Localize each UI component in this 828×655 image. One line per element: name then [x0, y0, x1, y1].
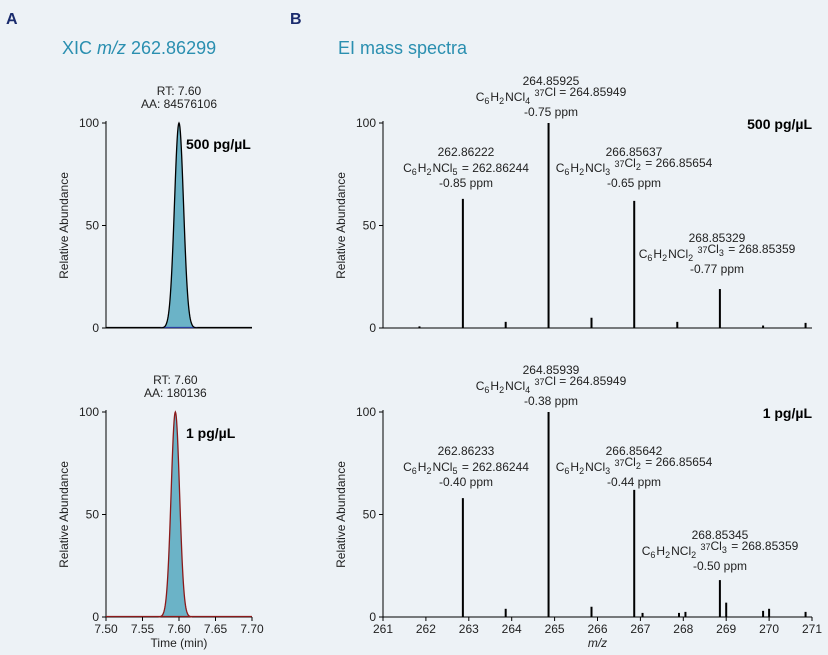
peak-annotation: AA: 84576106 [141, 97, 217, 111]
panel-b-title: EI mass spectra [338, 38, 468, 58]
concentration-label: 1 pg/µL [186, 425, 236, 441]
y-axis-label: Relative Abundance [57, 172, 71, 279]
x-tick-label: 7.55 [131, 622, 155, 636]
y-tick-label: 100 [356, 116, 376, 130]
formula-label: C6 H2 NCl4 37Cl = 264.85949 [476, 85, 627, 106]
y-tick-label: 50 [86, 219, 100, 233]
chromatogram-trace [158, 410, 193, 618]
panel-b-letter: B [290, 11, 302, 28]
formula-label: C6 H2 NCl5 = 262.86244 [403, 161, 529, 177]
chromatogram-trace [160, 121, 198, 329]
peak-mz-label: 264.85939 [523, 363, 580, 377]
formula-label: C6 H2 NCl5 = 262.86244 [403, 460, 529, 476]
x-tick-label: 267 [630, 622, 650, 636]
x-axis-label: m/z [588, 636, 607, 650]
peak-annotation: RT: 7.60 [157, 84, 202, 98]
peak-annotation: AA: 180136 [144, 386, 207, 400]
peak-ppm-label: -0.50 ppm [693, 559, 747, 573]
peak-ppm-label: -0.44 ppm [607, 475, 661, 489]
y-tick-label: 50 [363, 508, 377, 522]
peak-mz-label: 266.85637 [606, 145, 663, 159]
x-axis-label: Time (min) [151, 636, 208, 650]
peak-ppm-label: -0.38 ppm [524, 394, 578, 408]
y-tick-label: 0 [369, 321, 376, 335]
peak-ppm-label: -0.85 ppm [439, 176, 493, 190]
x-tick-label: 261 [373, 622, 393, 636]
peak-mz-label: 268.85345 [692, 528, 749, 542]
concentration-label: 1 pg/µL [763, 405, 813, 421]
formula-label: C6 H2 NCl4 37Cl = 264.85949 [476, 374, 627, 395]
peak-area [160, 123, 198, 328]
peak-area [158, 412, 193, 617]
panel-a-title: XIC m/z 262.86299 [62, 38, 216, 58]
peak-ppm-label: -0.40 ppm [439, 475, 493, 489]
y-tick-label: 100 [79, 405, 99, 419]
formula-label: C6 H2 NCl3 37Cl2 = 266.85654 [556, 156, 713, 177]
peak-ppm-label: -0.65 ppm [607, 176, 661, 190]
x-tick-label: 263 [459, 622, 479, 636]
y-tick-label: 50 [86, 508, 100, 522]
y-axis-label: Relative Abundance [334, 461, 348, 568]
peak-mz-label: 264.85925 [523, 74, 580, 88]
x-tick-label: 7.70 [240, 622, 264, 636]
y-tick-label: 0 [92, 321, 99, 335]
y-tick-label: 50 [363, 219, 377, 233]
y-tick-label: 100 [79, 116, 99, 130]
peak-ppm-label: -0.75 ppm [524, 105, 578, 119]
peak-mz-label: 262.86233 [438, 444, 495, 458]
y-axis-label: Relative Abundance [57, 461, 71, 568]
concentration-label: 500 pg/µL [186, 136, 251, 152]
x-tick-label: 7.65 [204, 622, 228, 636]
xic-chart-1: 0 50 100 Relative Abundance 7.50 7.55 7.60 7.65… [57, 373, 264, 650]
x-tick-label: 265 [545, 622, 565, 636]
peak-ppm-label: -0.77 ppm [690, 262, 744, 276]
y-tick-label: 0 [369, 610, 376, 624]
x-tick-label: 264 [502, 622, 522, 636]
y-tick-label: 100 [356, 405, 376, 419]
y-axis-label: Relative Abundance [334, 172, 348, 279]
x-tick-label: 269 [716, 622, 736, 636]
x-tick-label: 270 [759, 622, 779, 636]
x-tick-label: 7.60 [167, 622, 191, 636]
formula-label: C6 H2 NCl2 37Cl3 = 268.85359 [639, 242, 796, 263]
x-tick-label: 262 [416, 622, 436, 636]
peak-mz-label: 268.85329 [689, 231, 746, 245]
x-tick-label: 268 [673, 622, 693, 636]
x-tick-label: 266 [587, 622, 607, 636]
formula-label: C6 H2 NCl2 37Cl3 = 268.85359 [642, 539, 799, 560]
peak-annotation: RT: 7.60 [153, 373, 198, 387]
x-tick-label: 271 [802, 622, 822, 636]
mass-spectrum-500: 0 50 100 Relative Abundance 262.86222 C6 H2 N… [334, 74, 812, 335]
x-tick-label: 7.50 [94, 622, 118, 636]
peak-mz-label: 266.85642 [606, 444, 663, 458]
formula-label: C6 H2 NCl3 37Cl2 = 266.85654 [556, 455, 713, 476]
y-tick-label: 0 [92, 610, 99, 624]
panel-a-letter: A [6, 11, 18, 28]
mass-spectrum-1: 0 50 100 Relative Abundance 261 262 263 264 265 2… [334, 363, 822, 650]
concentration-label: 500 pg/µL [747, 116, 812, 132]
peak-mz-label: 262.86222 [438, 145, 495, 159]
